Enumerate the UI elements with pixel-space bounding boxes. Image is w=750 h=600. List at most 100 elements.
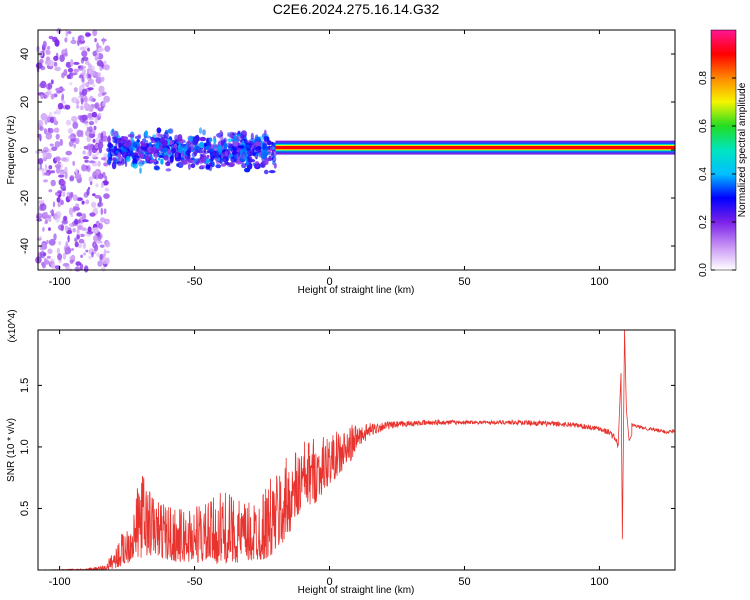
spectrogram-cell: [77, 39, 80, 46]
spectrogram-cell: [105, 220, 111, 224]
spectrogram-cell: [167, 129, 172, 134]
spectrogram-cell: [199, 148, 204, 154]
spectrogram-cell: [255, 136, 261, 142]
y-tick-label: 0: [19, 147, 31, 153]
spectrogram-cell: [89, 160, 95, 164]
spectrogram-cell: [99, 66, 103, 71]
spectrogram-x-label: Height of straight line (km): [298, 285, 415, 296]
colorbar: 0.0 0.2 0.4 0.6 0.8 Normalized spectral ampl…: [698, 29, 748, 277]
spectrogram-cell: [190, 143, 195, 151]
spectrogram-cell: [69, 223, 76, 227]
spectrogram-cell: [176, 163, 180, 167]
spectrogram-cell: [67, 235, 70, 243]
spectrogram-cell: [83, 156, 89, 160]
spectrogram-cell: [227, 163, 234, 168]
spectrogram-cell: [157, 140, 161, 146]
spectrogram-cell: [227, 138, 234, 142]
spectrogram-cell: [71, 248, 74, 251]
spectrogram-cell: [93, 234, 99, 243]
spectrogram-cell: [39, 126, 44, 131]
y-tick-label: 1.5: [19, 378, 31, 393]
spectrogram-cell: [206, 137, 209, 143]
spectrogram-cell: [75, 261, 82, 266]
spectrogram-panel: -100 -50 0 50 100 -40 -20 0 20 40 Height of stra…: [6, 27, 676, 296]
spectrogram-cell: [95, 183, 99, 188]
spectrogram-cell: [60, 199, 64, 206]
spectrogram-cell: [64, 37, 68, 43]
spectrogram-cell: [65, 241, 68, 247]
spectrogram-cell: [89, 95, 94, 102]
spectrogram-cell: [97, 107, 104, 112]
x-tick-label: 100: [590, 276, 608, 288]
spectrogram-cell: [72, 121, 79, 129]
spectrogram-cell: [224, 150, 228, 157]
spectrogram-cell: [88, 255, 93, 260]
spectrogram-cell: [44, 60, 51, 66]
spectrogram-cell: [188, 136, 194, 142]
spectrogram-cell: [237, 130, 241, 135]
spectrogram-cell: [69, 193, 72, 199]
snr-x-axis: -100 -50 0 50 100: [49, 330, 609, 588]
spectrogram-cell: [272, 146, 275, 150]
spectrogram-cell: [69, 255, 75, 261]
spectrogram-cell: [264, 157, 269, 166]
spectrogram-cell: [58, 103, 61, 110]
spectrogram-cell: [88, 121, 95, 126]
spectrogram-cell: [43, 259, 50, 265]
spectrogram-cell: [103, 64, 110, 71]
spectrogram-cell: [132, 142, 137, 148]
spectrogram-cell: [124, 159, 128, 168]
spectrogram-cell: [112, 137, 117, 144]
spectrogram-cell: [81, 213, 87, 220]
spectrogram-cell: [93, 125, 97, 131]
spectrogram-cell: [43, 179, 48, 183]
spectrogram-cell: [80, 105, 84, 111]
spectrogram-cell: [56, 90, 62, 94]
spectrogram-cell: [169, 142, 173, 145]
spectrogram-cell: [162, 147, 169, 153]
spectrogram-cell: [55, 211, 62, 219]
spectrogram-cell: [138, 162, 144, 167]
spectrogram-cell: [271, 151, 274, 156]
spectrogram-cell: [98, 147, 103, 154]
spectrogram-cell: [215, 151, 220, 159]
spectrogram-cell: [96, 234, 101, 238]
spectrogram-cell: [137, 134, 141, 138]
spectrogram-cell: [111, 130, 118, 137]
x-tick-label: 0: [326, 576, 332, 588]
spectrogram-cell: [38, 200, 43, 205]
spectrogram-cell: [256, 141, 261, 146]
spectrogram-cell: [199, 136, 207, 142]
spectrogram-cell: [94, 170, 100, 176]
spectrogram-cell: [36, 218, 43, 222]
spectrogram-cell: [103, 193, 110, 199]
spectrogram-cell: [246, 150, 253, 156]
spectrogram-cell: [250, 132, 254, 140]
spectrogram-cell: [82, 150, 86, 155]
spectrogram-cell: [101, 257, 108, 265]
spectrogram-cell: [79, 263, 84, 271]
spectrogram-cell: [100, 266, 106, 272]
spectrogram-cell: [60, 170, 64, 175]
spectrogram-cell: [244, 138, 248, 145]
spectrogram-cell: [244, 167, 251, 173]
spectrogram-cell: [51, 263, 55, 268]
spectrogram-cell: [97, 47, 105, 52]
spectrogram-cell: [181, 146, 189, 150]
spectrogram-cell: [73, 87, 78, 93]
spectrogram-cell: [256, 145, 262, 150]
spectrogram-cell: [75, 174, 82, 180]
spectrogram-cell: [255, 152, 260, 157]
spectrogram-cell: [87, 87, 94, 91]
y-tick-label: -20: [19, 190, 31, 206]
spectrogram-cell: [103, 162, 109, 167]
spectrogram-cell: [93, 207, 98, 214]
spectrogram-cell: [144, 130, 148, 137]
spectrogram-cell: [48, 111, 53, 117]
spectrogram-cell: [217, 157, 221, 162]
spectrogram-cell: [88, 176, 93, 182]
spectrogram-cell: [73, 61, 80, 65]
spectrogram-cell: [91, 153, 97, 158]
spectrogram-cell: [245, 144, 251, 149]
y-tick-label: 0.5: [19, 501, 31, 516]
